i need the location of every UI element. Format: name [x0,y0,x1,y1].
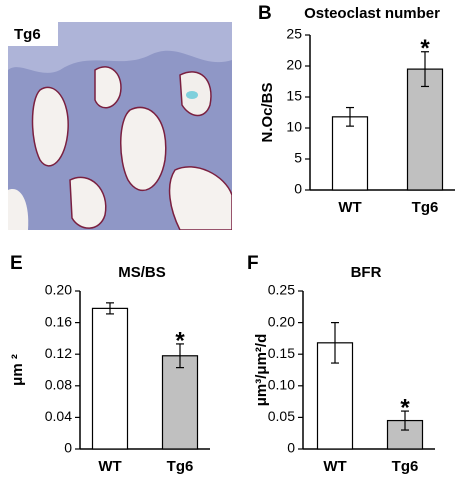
bar [406,68,444,191]
x-tick-label: WT [338,199,361,216]
y-tick-label: 0.05 [268,408,295,424]
y-tick-label: 0.16 [45,313,72,329]
x-tick-label: Tg6 [167,458,194,474]
significance-marker: * [420,35,430,62]
y-tick-label: 0 [64,440,72,456]
significance-marker: * [400,394,410,421]
chart-title: BFR [351,264,382,281]
bar [161,355,199,450]
y-tick-label: 0.15 [268,345,295,361]
y-tick-label: 0.20 [45,282,72,298]
y-tick-label: 0.10 [268,377,295,393]
y-tick-label: 15 [286,88,302,104]
y-tick-label: 0.08 [45,377,72,393]
x-tick-label: Tg6 [392,458,419,474]
x-tick-label: WT [98,458,121,474]
chart-title: Osteoclast number [304,5,440,22]
image-label-box [8,22,58,46]
y-tick-label: 5 [294,150,302,166]
y-tick-label: 0.25 [268,282,295,298]
y-axis-label: μm ² [9,354,26,386]
bar [91,307,129,450]
panel-label: E [10,253,23,274]
bar [331,116,369,191]
y-tick-label: 20 [286,57,302,73]
panel-label: F [247,253,259,274]
y-tick-label: 25 [286,26,302,42]
y-tick-label: 10 [286,119,302,135]
y-tick-label: 0.20 [268,313,295,329]
y-axis-label: N.Oc/BS [259,82,276,142]
y-tick-label: 0.04 [45,408,72,424]
y-tick-label: 0 [294,181,302,197]
panel-label: B [258,3,272,24]
chart-title: MS/BS [118,264,166,281]
x-tick-label: Tg6 [412,199,439,216]
y-tick-label: 0 [287,440,295,456]
x-tick-label: WT [323,458,346,474]
y-tick-label: 0.12 [45,345,72,361]
image-label: Tg6 [14,26,41,43]
y-axis-label: μm³/μm²/d [253,334,270,407]
micrograph: Tg6 [8,22,232,230]
significance-marker: * [175,327,185,354]
